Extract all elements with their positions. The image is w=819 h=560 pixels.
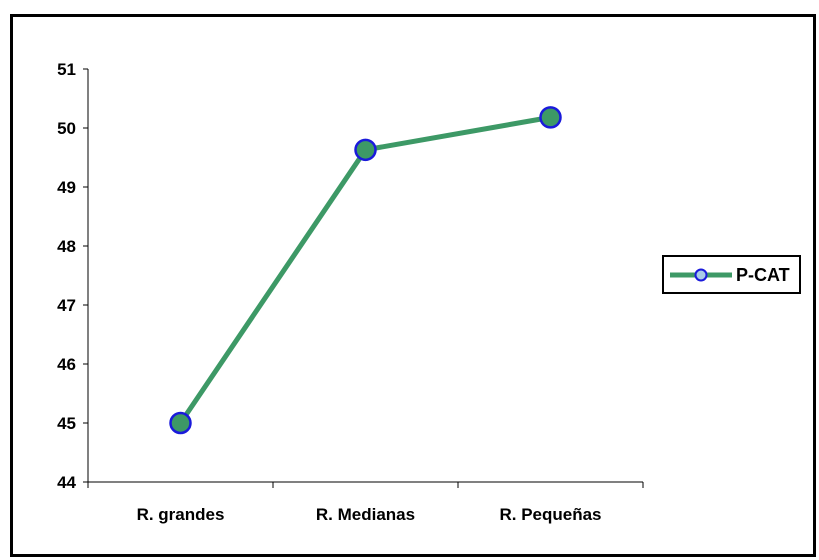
y-tick-label: 46 xyxy=(57,355,76,374)
y-tick-label: 49 xyxy=(57,178,76,197)
x-tick-label: R. Pequeñas xyxy=(499,505,601,524)
data-point xyxy=(354,138,377,162)
data-point xyxy=(539,106,562,129)
y-tick-label: 44 xyxy=(57,473,76,492)
series-lines xyxy=(178,114,551,425)
y-tick-label: 47 xyxy=(57,296,76,315)
legend: P-CAT xyxy=(662,255,801,294)
legend-marker-p-cat xyxy=(670,268,732,282)
series-line-p-cat xyxy=(178,114,551,425)
x-tick-label: R. grandes xyxy=(137,505,225,524)
y-tick-label: 50 xyxy=(57,119,76,138)
legend-label-p-cat: P-CAT xyxy=(736,265,790,285)
x-axis-ticks: R. grandes R. Medianas R. Pequeñas xyxy=(87,482,644,524)
y-tick-label: 51 xyxy=(57,60,76,79)
x-tick-label: R. Medianas xyxy=(316,505,415,524)
series-points xyxy=(169,106,562,435)
chart-axes xyxy=(87,69,643,483)
y-axis-ticks: 44 45 46 47 48 49 50 51 xyxy=(57,60,88,492)
y-tick-label: 45 xyxy=(57,414,76,433)
y-tick-label: 48 xyxy=(57,237,76,256)
data-point xyxy=(169,411,192,435)
